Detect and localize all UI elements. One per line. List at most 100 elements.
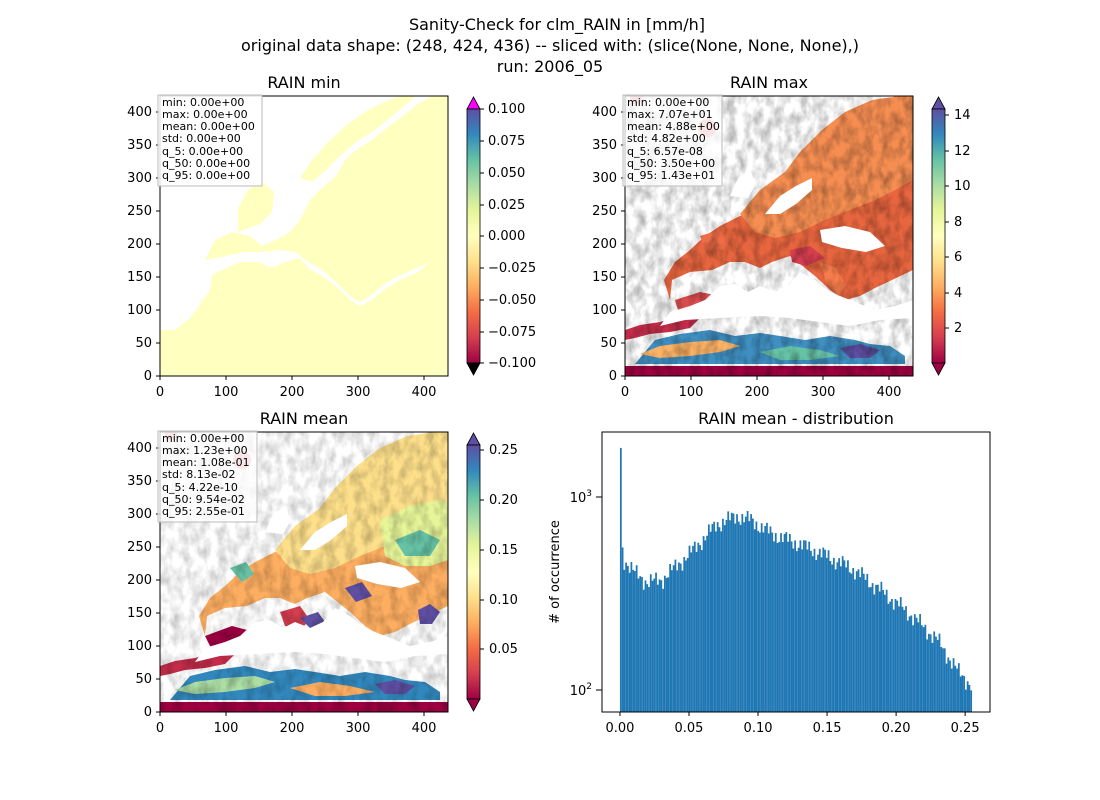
hist-bar: [774, 533, 777, 712]
hist-bar: [949, 660, 951, 712]
rain-max-colorbar: 14 12 10 8 6 4 2: [931, 96, 971, 376]
hist-bar: [655, 572, 657, 712]
rain-min-xtick-0: 0: [156, 385, 164, 400]
hist-bar: [915, 617, 918, 712]
hist-ylabel: # of occurrence: [548, 520, 563, 624]
rain-mean-ytick-50: 50: [135, 672, 152, 687]
rain-mean-cbar-tick-020: 0.20: [489, 493, 518, 508]
rain-min-axes-frame: [159, 95, 449, 377]
rain-min-ytick-400: 400: [127, 105, 152, 120]
hist-bar: [898, 606, 900, 712]
hist-bars: [619, 447, 973, 712]
hist-bar: [623, 569, 626, 712]
rain-mean-axes-frame: [159, 431, 449, 713]
rain-min-ytick-0: 0: [144, 369, 152, 384]
hist-bar: [716, 522, 719, 712]
hist-bar: [787, 541, 789, 712]
hist-bar: [725, 519, 728, 712]
hist-bar: [729, 520, 731, 712]
hist-bar: [788, 533, 791, 712]
rain-min-cbar-tick-4: 0.000: [488, 229, 525, 244]
rain-mean-stats-box: min: 0.00e+00 max: 1.23e+00 mean: 1.08e-…: [157, 430, 258, 523]
hist-bar: [764, 526, 767, 712]
hist-bar: [713, 521, 716, 712]
hist-bar: [817, 554, 819, 712]
hist-bar: [968, 684, 971, 712]
rain-min-stat-q5: q_5: 0.00e+00: [162, 145, 243, 158]
hist-bar: [804, 540, 807, 712]
hist-bar: [965, 689, 967, 712]
rain-min-ytick-250: 250: [127, 204, 152, 219]
rain-max-stat-q50: q_50: 3.50e+00: [627, 157, 715, 170]
rain-min-stats-box: min: 0.00e+00 max: 0.00e+00 mean: 0.00e+…: [157, 94, 263, 187]
rain-max-stat-max: max: 7.07e+01: [627, 108, 713, 121]
rain-min-ytick-350: 350: [127, 138, 152, 153]
rain-max-stat-q5: q_5: 6.57e-08: [627, 145, 703, 158]
rain-mean-xaxis: 0 100 200 300 400: [156, 712, 436, 736]
hist-bar: [718, 527, 721, 712]
hist-bar: [845, 567, 848, 712]
hist-bar: [707, 524, 710, 712]
hist-bar: [924, 624, 927, 712]
hist-bar: [834, 569, 837, 712]
rain-min-xaxis: 0 100 200 300 400: [156, 376, 437, 400]
hist-bar: [722, 518, 724, 712]
rain-min-stat-max: max: 0.00e+00: [162, 108, 248, 121]
hist-bar: [822, 547, 825, 712]
rain-min-xtick-400: 400: [412, 385, 437, 400]
hist-bar: [639, 576, 642, 712]
rain-max-ytick-50: 50: [600, 336, 617, 351]
rain-max-stats-box: min: 0.00e+00 max: 7.07e+01 mean: 4.88e+…: [622, 94, 723, 187]
hist-bar: [829, 561, 832, 712]
hist-bar: [683, 557, 686, 712]
rain-mean-colorbar: 0.25 0.20 0.15 0.10 0.05: [466, 432, 518, 712]
hist-bar: [700, 550, 703, 712]
hist-bar: [824, 549, 826, 712]
hist-bar: [642, 589, 645, 712]
hist-bar: [956, 668, 958, 712]
hist-bar: [697, 542, 700, 712]
hist-bar: [831, 564, 833, 712]
hist-bar: [790, 541, 793, 712]
hist-bar: [861, 567, 863, 712]
hist-bar: [871, 583, 874, 712]
hist-bar: [882, 589, 885, 712]
hist-bar: [891, 599, 893, 712]
hist-bar: [836, 562, 839, 712]
hist-xaxis: 0.00 0.05 0.10 0.15 0.20 0.25: [605, 712, 980, 736]
colorbar-max-extend-triangle: [466, 432, 481, 446]
rain-mean-ytick-150: 150: [127, 606, 152, 621]
hist-bar: [825, 557, 828, 712]
hist-bar: [869, 587, 872, 712]
hist-xtick-label: 0.10: [744, 721, 773, 736]
hist-bar: [767, 533, 770, 712]
hist-bar: [840, 566, 842, 712]
hist-bar: [630, 562, 633, 712]
rain-mean-xtick-300: 300: [346, 721, 371, 736]
rain-min-cbar-tick-3: 0.025: [488, 198, 525, 213]
rain-max-ytick-250: 250: [592, 204, 617, 219]
hist-bar: [695, 551, 698, 712]
hist-bar: [685, 560, 687, 712]
hist-bar: [942, 648, 944, 712]
rain-min-ytick-50: 50: [135, 336, 152, 351]
hist-bar: [806, 549, 809, 712]
hist-bar: [873, 594, 876, 712]
hist-bar: [875, 584, 877, 712]
hist-bar: [810, 550, 812, 712]
hist-xtick-label: 0.05: [675, 721, 704, 736]
hist-bar: [922, 627, 925, 712]
hist-bar: [797, 547, 800, 712]
rain-max-xtick-0: 0: [621, 385, 629, 400]
hist-bar: [827, 550, 830, 712]
rain-min-xtick-100: 100: [214, 385, 239, 400]
hist-bar: [766, 522, 768, 712]
hist-bar: [748, 521, 751, 712]
hist-title: RAIN mean - distribution: [698, 409, 894, 428]
hist-bar: [679, 563, 682, 712]
rain-min-cbar-tick-8: −0.100: [488, 356, 536, 371]
hist-bar: [906, 620, 909, 712]
colorbar-max-extend-triangle: [931, 96, 946, 110]
hist-bar: [746, 511, 749, 712]
